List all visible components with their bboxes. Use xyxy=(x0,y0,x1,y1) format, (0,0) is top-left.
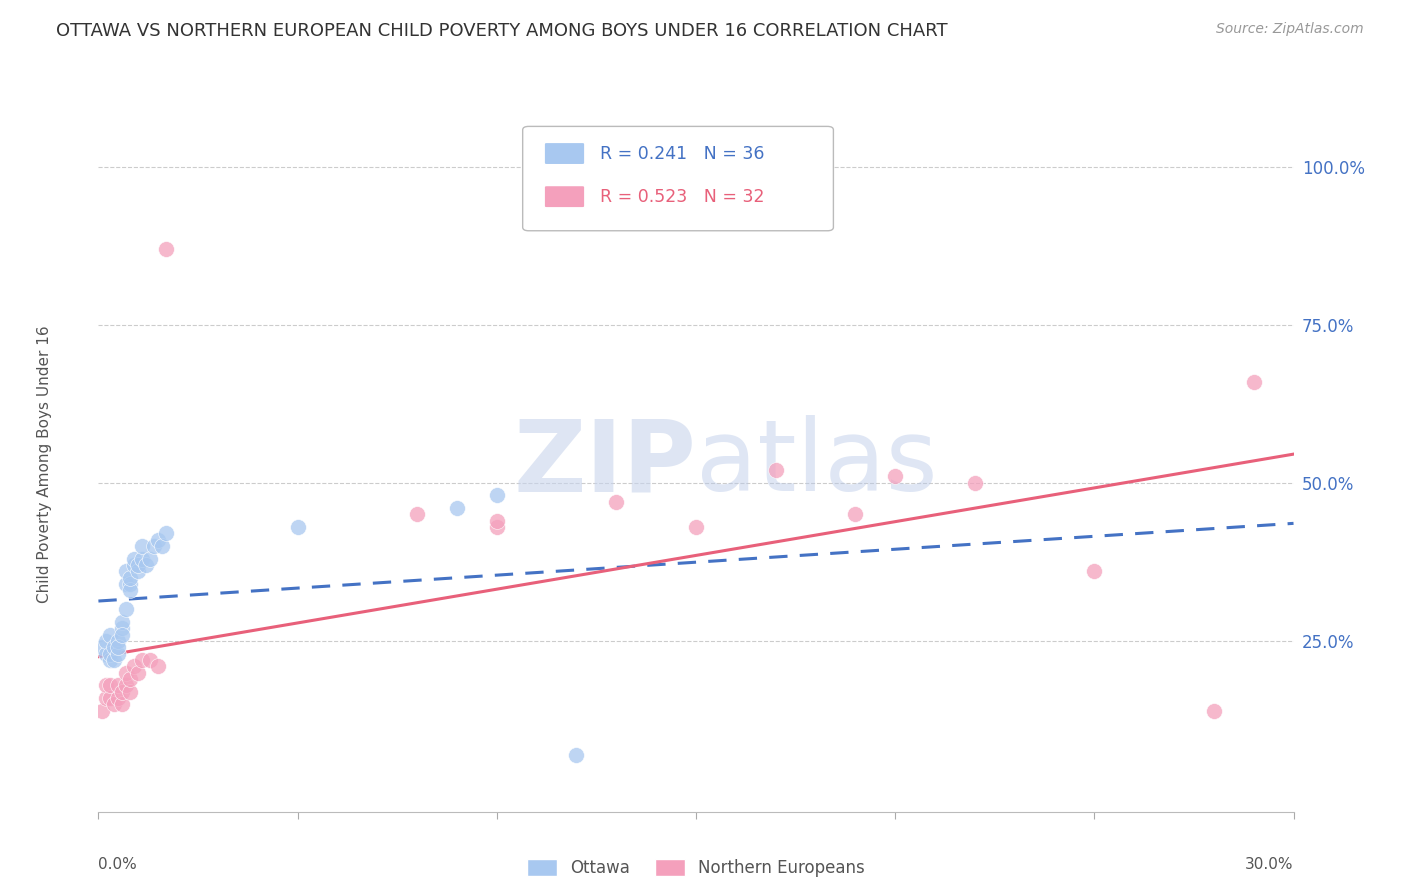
Point xyxy=(103,697,125,711)
Point xyxy=(107,690,129,705)
Point xyxy=(115,602,138,616)
Point xyxy=(115,565,138,579)
Point xyxy=(100,627,122,641)
Point xyxy=(1083,565,1105,579)
Point xyxy=(111,615,134,629)
Point xyxy=(111,684,134,698)
Point xyxy=(120,684,142,698)
Point xyxy=(139,653,162,667)
Point xyxy=(107,678,129,692)
Point xyxy=(96,690,118,705)
Text: R = 0.523   N = 32: R = 0.523 N = 32 xyxy=(600,187,765,206)
Point xyxy=(100,647,122,661)
Text: Child Poverty Among Boys Under 16: Child Poverty Among Boys Under 16 xyxy=(37,325,52,603)
Text: R = 0.241   N = 36: R = 0.241 N = 36 xyxy=(600,145,765,162)
Point xyxy=(155,242,177,256)
FancyBboxPatch shape xyxy=(544,186,585,208)
Point xyxy=(131,653,153,667)
Point xyxy=(120,583,142,598)
Text: ZIP: ZIP xyxy=(513,416,696,512)
Point xyxy=(155,526,177,541)
Point xyxy=(565,747,588,762)
Point xyxy=(100,678,122,692)
Point xyxy=(124,558,146,572)
Point xyxy=(107,647,129,661)
Point xyxy=(115,577,138,591)
Point xyxy=(96,647,118,661)
Point xyxy=(103,653,125,667)
Point xyxy=(605,495,627,509)
Point xyxy=(485,514,508,528)
Point xyxy=(127,665,149,680)
Point xyxy=(685,520,707,534)
Point xyxy=(446,501,468,516)
Point xyxy=(287,520,309,534)
Point xyxy=(139,551,162,566)
Point xyxy=(103,640,125,655)
Point xyxy=(96,678,118,692)
Point xyxy=(124,659,146,673)
Text: OTTAWA VS NORTHERN EUROPEAN CHILD POVERTY AMONG BOYS UNDER 16 CORRELATION CHART: OTTAWA VS NORTHERN EUROPEAN CHILD POVERT… xyxy=(56,22,948,40)
Text: 30.0%: 30.0% xyxy=(1246,857,1294,872)
Point xyxy=(96,634,118,648)
Point xyxy=(91,640,114,655)
Point xyxy=(127,565,149,579)
Point xyxy=(107,634,129,648)
Point xyxy=(485,488,508,502)
Point xyxy=(131,539,153,553)
Point xyxy=(124,551,146,566)
Point xyxy=(148,533,170,547)
Point xyxy=(143,539,166,553)
Point xyxy=(135,558,157,572)
Point xyxy=(131,551,153,566)
Point xyxy=(765,463,787,477)
Point xyxy=(107,640,129,655)
FancyBboxPatch shape xyxy=(523,127,834,231)
Point xyxy=(100,653,122,667)
Point xyxy=(115,665,138,680)
Point xyxy=(127,558,149,572)
Point xyxy=(100,690,122,705)
Point xyxy=(844,508,866,522)
Legend: Ottawa, Northern Europeans: Ottawa, Northern Europeans xyxy=(520,852,872,883)
Point xyxy=(150,539,173,553)
Point xyxy=(115,678,138,692)
Point xyxy=(148,659,170,673)
Point xyxy=(963,475,986,490)
Text: Source: ZipAtlas.com: Source: ZipAtlas.com xyxy=(1216,22,1364,37)
Point xyxy=(1243,375,1265,389)
Text: 0.0%: 0.0% xyxy=(98,857,138,872)
FancyBboxPatch shape xyxy=(544,143,585,165)
Point xyxy=(485,520,508,534)
Text: atlas: atlas xyxy=(696,416,938,512)
Point xyxy=(406,508,429,522)
Point xyxy=(91,704,114,718)
Point xyxy=(120,577,142,591)
Point xyxy=(111,697,134,711)
Point xyxy=(120,571,142,585)
Point xyxy=(111,627,134,641)
Point xyxy=(884,469,907,483)
Point xyxy=(111,621,134,635)
Point xyxy=(120,672,142,686)
Point xyxy=(1202,704,1225,718)
